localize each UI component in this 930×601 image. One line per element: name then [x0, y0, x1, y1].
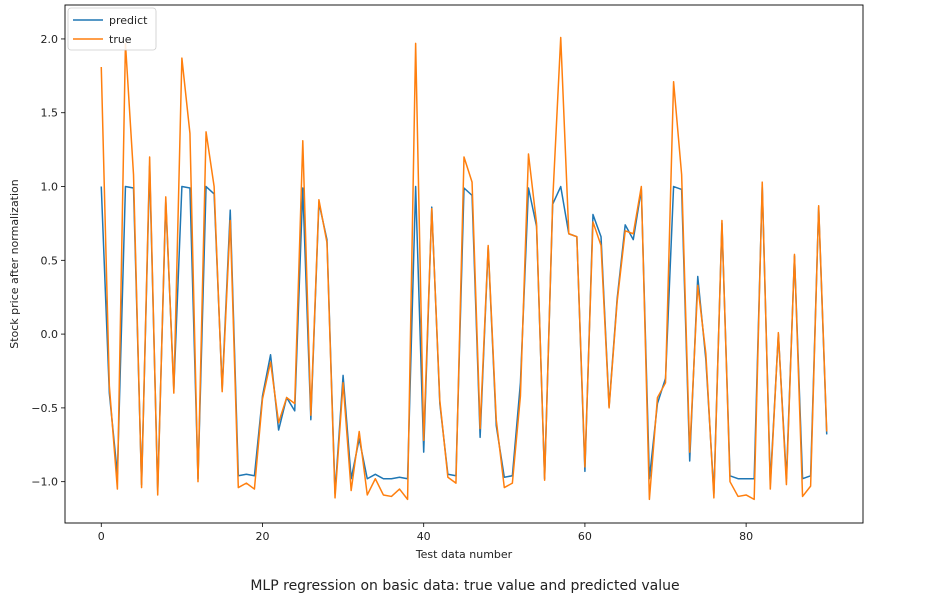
x-tick-label: 60 — [578, 530, 592, 543]
x-tick-label: 80 — [739, 530, 753, 543]
y-tick-label: 0.5 — [41, 254, 59, 267]
x-axis-label: Test data number — [415, 548, 513, 561]
y-tick-label: −0.5 — [31, 402, 58, 415]
x-tick-label: 20 — [255, 530, 269, 543]
legend: predict true — [67, 7, 157, 51]
plot-frame — [64, 4, 864, 524]
legend-label-predict: predict — [109, 14, 148, 27]
y-axis-label: Stock price after normalization — [8, 179, 21, 349]
y-tick-label: −1.0 — [31, 476, 58, 489]
series-line-true — [100, 36, 828, 501]
legend-label-true: true — [109, 33, 132, 46]
figure-caption: MLP regression on basic data: true value… — [250, 578, 680, 594]
y-tick-label: 2.0 — [41, 33, 59, 46]
y-tick-label: 1.0 — [41, 181, 59, 194]
y-tick-label: 0.0 — [41, 328, 59, 341]
x-tick-label: 0 — [98, 530, 105, 543]
plot-area — [65, 5, 863, 523]
y-tick-label: 1.5 — [41, 107, 59, 120]
x-tick-label: 40 — [417, 530, 431, 543]
